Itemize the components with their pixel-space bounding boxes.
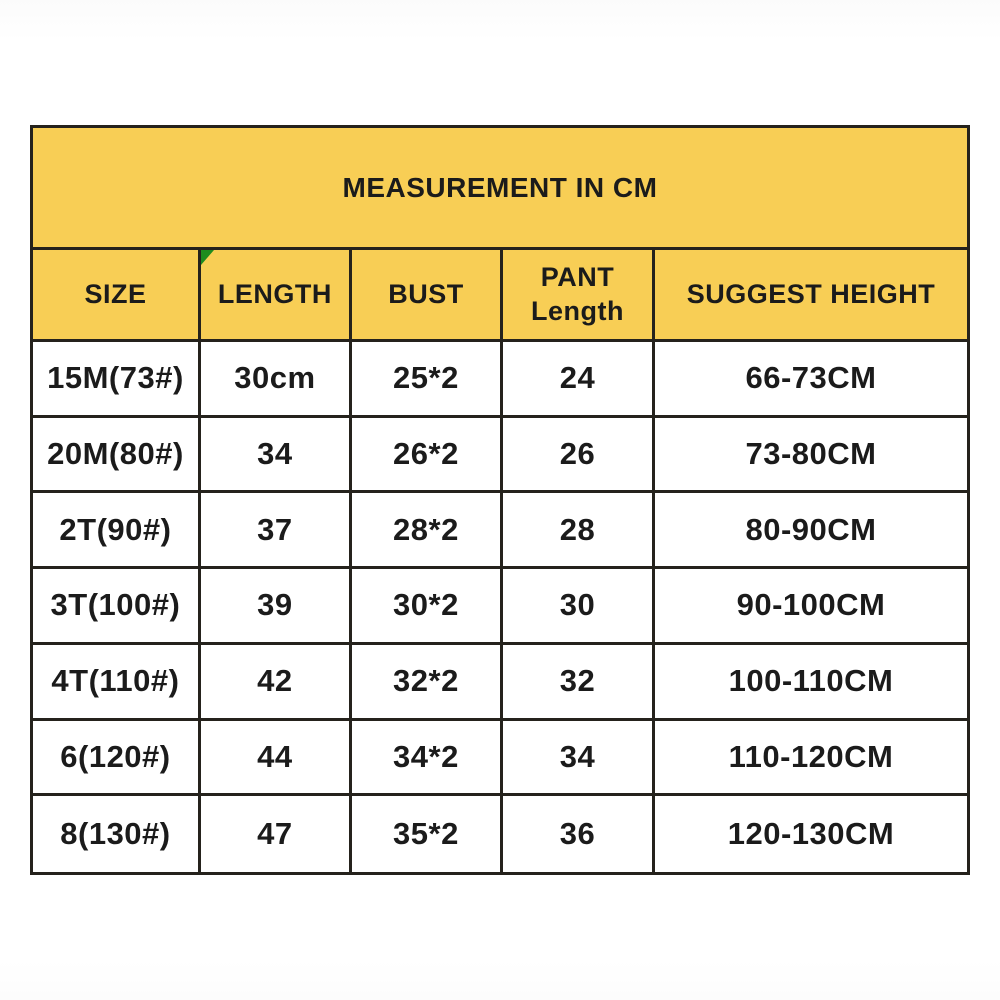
table-cell-length: 37 xyxy=(200,493,352,570)
table-cell-bust: 32*2 xyxy=(351,644,503,721)
table-cell-bust: 30*2 xyxy=(351,569,503,645)
table-cell-pant: 34 xyxy=(502,720,655,797)
pant-header-line1: PANT xyxy=(540,261,615,292)
size-chart-table: MEASUREMENT IN CM SIZE LENGTH BUST PANT … xyxy=(30,125,970,875)
table-cell-pant: 26 xyxy=(502,417,655,494)
table-title: MEASUREMENT IN CM xyxy=(33,128,967,250)
table-cell-height: 80-90CM xyxy=(655,493,967,570)
table-cell-length: 47 xyxy=(200,796,352,872)
column-header-length: LENGTH xyxy=(200,250,352,342)
table-cell-height: 100-110CM xyxy=(655,644,967,721)
table-cell-size: 15M(73#) xyxy=(33,342,201,418)
table-cell-bust: 34*2 xyxy=(351,720,503,797)
column-header-pant-length-label: PANT Length xyxy=(531,261,624,329)
table-cell-length: 42 xyxy=(200,644,352,721)
table-cell-bust: 26*2 xyxy=(351,417,503,494)
table-cell-length: 44 xyxy=(200,720,352,797)
table-cell-size: 6(120#) xyxy=(33,720,201,797)
table-cell-bust: 28*2 xyxy=(351,493,503,570)
table-cell-size: 8(130#) xyxy=(33,796,201,872)
table-cell-height: 66-73CM xyxy=(655,342,967,418)
table-cell-pant: 30 xyxy=(502,569,655,645)
column-header-bust: BUST xyxy=(351,250,503,342)
table-cell-height: 73-80CM xyxy=(655,417,967,494)
column-header-length-label: LENGTH xyxy=(217,279,332,309)
table-cell-length: 30cm xyxy=(200,342,352,418)
table-cell-size: 3T(100#) xyxy=(33,569,201,645)
table-cell-size: 2T(90#) xyxy=(33,493,201,570)
table-cell-length: 39 xyxy=(200,569,352,645)
table-cell-pant: 32 xyxy=(502,644,655,721)
table-cell-height: 110-120CM xyxy=(655,720,967,797)
column-header-size: SIZE xyxy=(33,250,201,342)
column-header-suggest-height: SUGGEST HEIGHT xyxy=(655,250,967,342)
table-cell-pant: 24 xyxy=(502,342,655,418)
table-cell-pant: 28 xyxy=(502,493,655,570)
table-cell-pant: 36 xyxy=(502,796,655,872)
table-cell-size: 20M(80#) xyxy=(33,417,201,494)
pant-header-line2: Length xyxy=(530,295,624,326)
table-cell-bust: 35*2 xyxy=(351,796,503,872)
table-cell-height: 90-100CM xyxy=(655,569,967,645)
table-cell-bust: 25*2 xyxy=(351,342,503,418)
table-cell-length: 34 xyxy=(200,417,352,494)
table-cell-size: 4T(110#) xyxy=(33,644,201,721)
column-header-pant-length: PANT Length xyxy=(502,250,655,342)
table-cell-height: 120-130CM xyxy=(655,796,967,872)
cell-corner-marker-icon xyxy=(200,250,214,265)
